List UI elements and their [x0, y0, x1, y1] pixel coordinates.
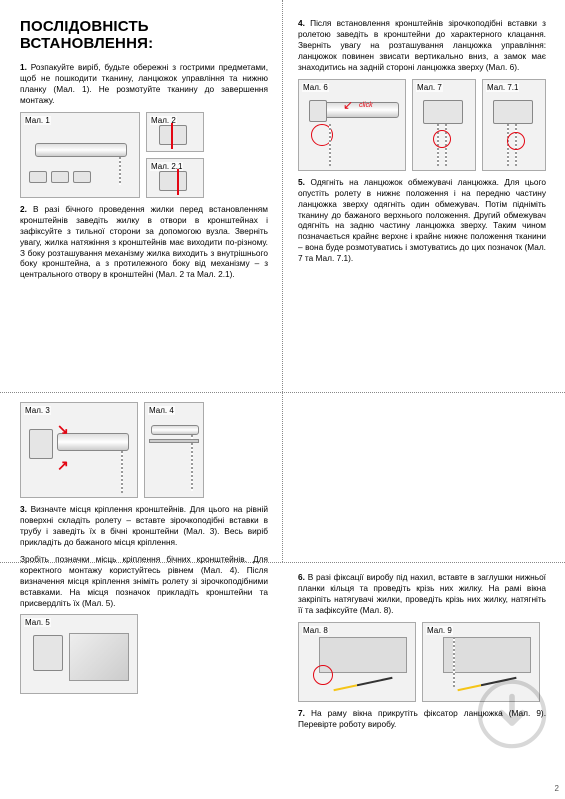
step-5: 5. Одягніть на ланцюжок обмежувачі ланцю… — [298, 177, 546, 265]
figure-3: Мал. 3 ↘ ↗ — [20, 402, 138, 498]
page-title: ПОСЛІДОВНІСТЬ ВСТАНОВЛЕННЯ: — [20, 18, 268, 52]
figure-label: Мал. 9 — [426, 626, 453, 635]
figure-row-5: Мал. 5 — [20, 614, 268, 694]
divider-horizontal-1 — [0, 392, 565, 393]
step-6: 6. В разі фіксації виробу під нахил, вст… — [298, 572, 546, 616]
arrow-icon: ↘ — [57, 421, 69, 438]
step-3a: 3. Визначте місця кріплення кронштейнів.… — [20, 504, 268, 548]
step-2: 2. В разі бічного проведення жилки перед… — [20, 204, 268, 281]
figure-label: Мал. 7.1 — [486, 83, 519, 92]
figure-8: Мал. 8 — [298, 622, 416, 702]
figure-label: Мал. 1 — [24, 116, 51, 125]
step-4: 4. Після встановлення кронштейнів зірочк… — [298, 18, 546, 73]
figure-label: Мал. 3 — [24, 406, 51, 415]
figure-label: Мал. 8 — [302, 626, 329, 635]
step-1: 1. Розпакуйте виріб, будьте обережні з г… — [20, 62, 268, 106]
instruction-page: ПОСЛІДОВНІСТЬ ВСТАНОВЛЕННЯ: 1. Розпакуйт… — [0, 0, 565, 799]
step-3b: Зробіть позначки місць кріплення бічних … — [20, 554, 268, 609]
click-label: click — [359, 102, 373, 109]
arrow-icon: ↗ — [57, 457, 69, 474]
figure-7: Мал. 7 — [412, 79, 476, 171]
page-number: 2 — [555, 784, 559, 793]
figure-label: Мал. 5 — [24, 618, 51, 627]
figure-row-3-4: Мал. 3 ↘ ↗ Мал. 4 — [20, 402, 268, 498]
figure-label: Мал. 6 — [302, 83, 329, 92]
figure-2: Мал. 2 — [146, 112, 204, 152]
quadrant-bottom-left: Мал. 3 ↘ ↗ Мал. 4 3. Визначте місця кріп… — [20, 402, 268, 700]
figure-4: Мал. 4 — [144, 402, 204, 498]
arrow-icon: ↙ — [343, 98, 353, 112]
divider-vertical — [282, 0, 283, 562]
figure-label: Мал. 4 — [148, 406, 175, 415]
figure-5: Мал. 5 — [20, 614, 138, 694]
figure-row-6-7: Мал. 6 click ↙ Мал. 7 Мал. 7.1 — [298, 79, 546, 171]
figure-1: Мал. 1 — [20, 112, 140, 198]
figure-2-1: Мал. 2.1 — [146, 158, 204, 198]
figure-label: Мал. 7 — [416, 83, 443, 92]
figure-row-1: Мал. 1 Мал. 2 Мал. 2.1 — [20, 112, 268, 198]
figure-7-1: Мал. 7.1 — [482, 79, 546, 171]
watermark-icon — [477, 679, 547, 749]
quadrant-top-right: 4. Після встановлення кронштейнів зірочк… — [298, 18, 546, 270]
figure-6: Мал. 6 click ↙ — [298, 79, 406, 171]
quadrant-top-left: ПОСЛІДОВНІСТЬ ВСТАНОВЛЕННЯ: 1. Розпакуйт… — [20, 18, 268, 286]
